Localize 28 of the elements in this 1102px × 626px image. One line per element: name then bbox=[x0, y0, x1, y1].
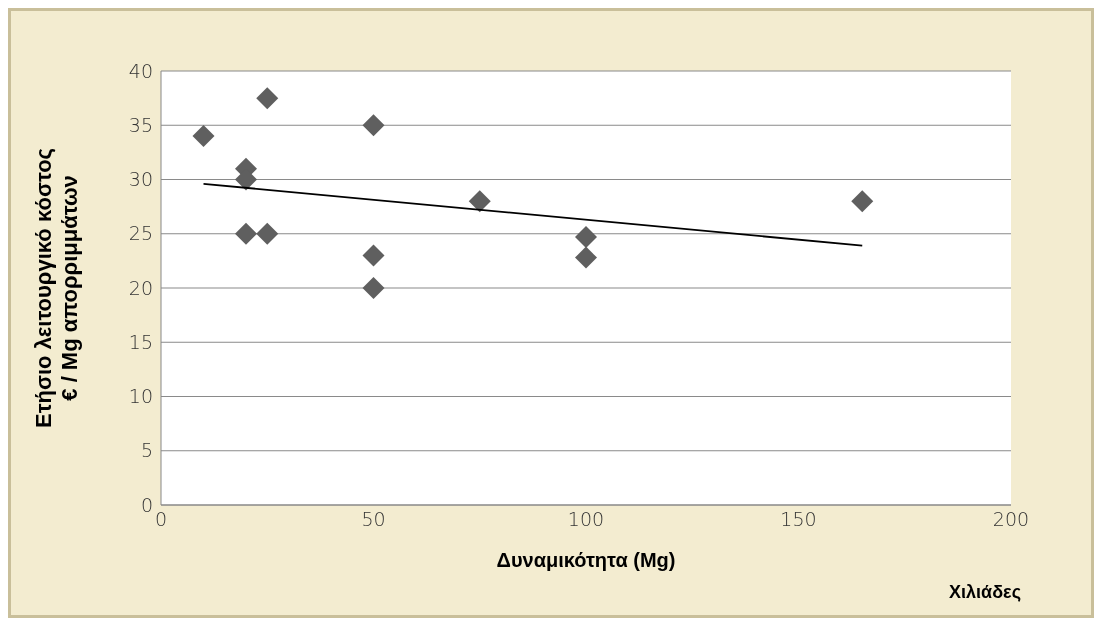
y-tick-label: 10 bbox=[128, 385, 153, 408]
y-tick-label: 30 bbox=[128, 168, 153, 191]
y-tick-label: 0 bbox=[140, 493, 153, 516]
point bbox=[468, 190, 491, 213]
x-tick-label: 0 bbox=[154, 508, 168, 531]
point bbox=[256, 222, 279, 245]
point bbox=[851, 190, 874, 213]
point bbox=[575, 246, 597, 269]
point bbox=[362, 244, 385, 267]
y-tick-label: 25 bbox=[128, 222, 153, 245]
x-tick-label: 200 bbox=[992, 508, 1030, 531]
point bbox=[235, 222, 257, 245]
point bbox=[192, 125, 215, 148]
x-tick-label: 100 bbox=[567, 508, 605, 531]
y-tick-label: 5 bbox=[140, 439, 153, 462]
text: Χιλιάδες bbox=[949, 582, 1021, 603]
point bbox=[362, 277, 385, 299]
y-axis-title: Ετήσιο λειτουργικό κόστος € / Mg απορριμμάτων bbox=[31, 147, 82, 429]
x-axis-title: Δυναμικότητα (Mg) bbox=[496, 549, 676, 571]
point bbox=[256, 87, 279, 110]
x-tick-label: 150 bbox=[780, 508, 817, 531]
point bbox=[575, 226, 597, 249]
point bbox=[362, 114, 385, 137]
y-tick-label: 15 bbox=[128, 330, 153, 353]
x-tick-label: 50 bbox=[361, 508, 386, 531]
y-tick-label: 20 bbox=[128, 276, 153, 299]
y-tick-label: 35 bbox=[128, 114, 153, 136]
y-tick-label: 40 bbox=[128, 59, 153, 82]
